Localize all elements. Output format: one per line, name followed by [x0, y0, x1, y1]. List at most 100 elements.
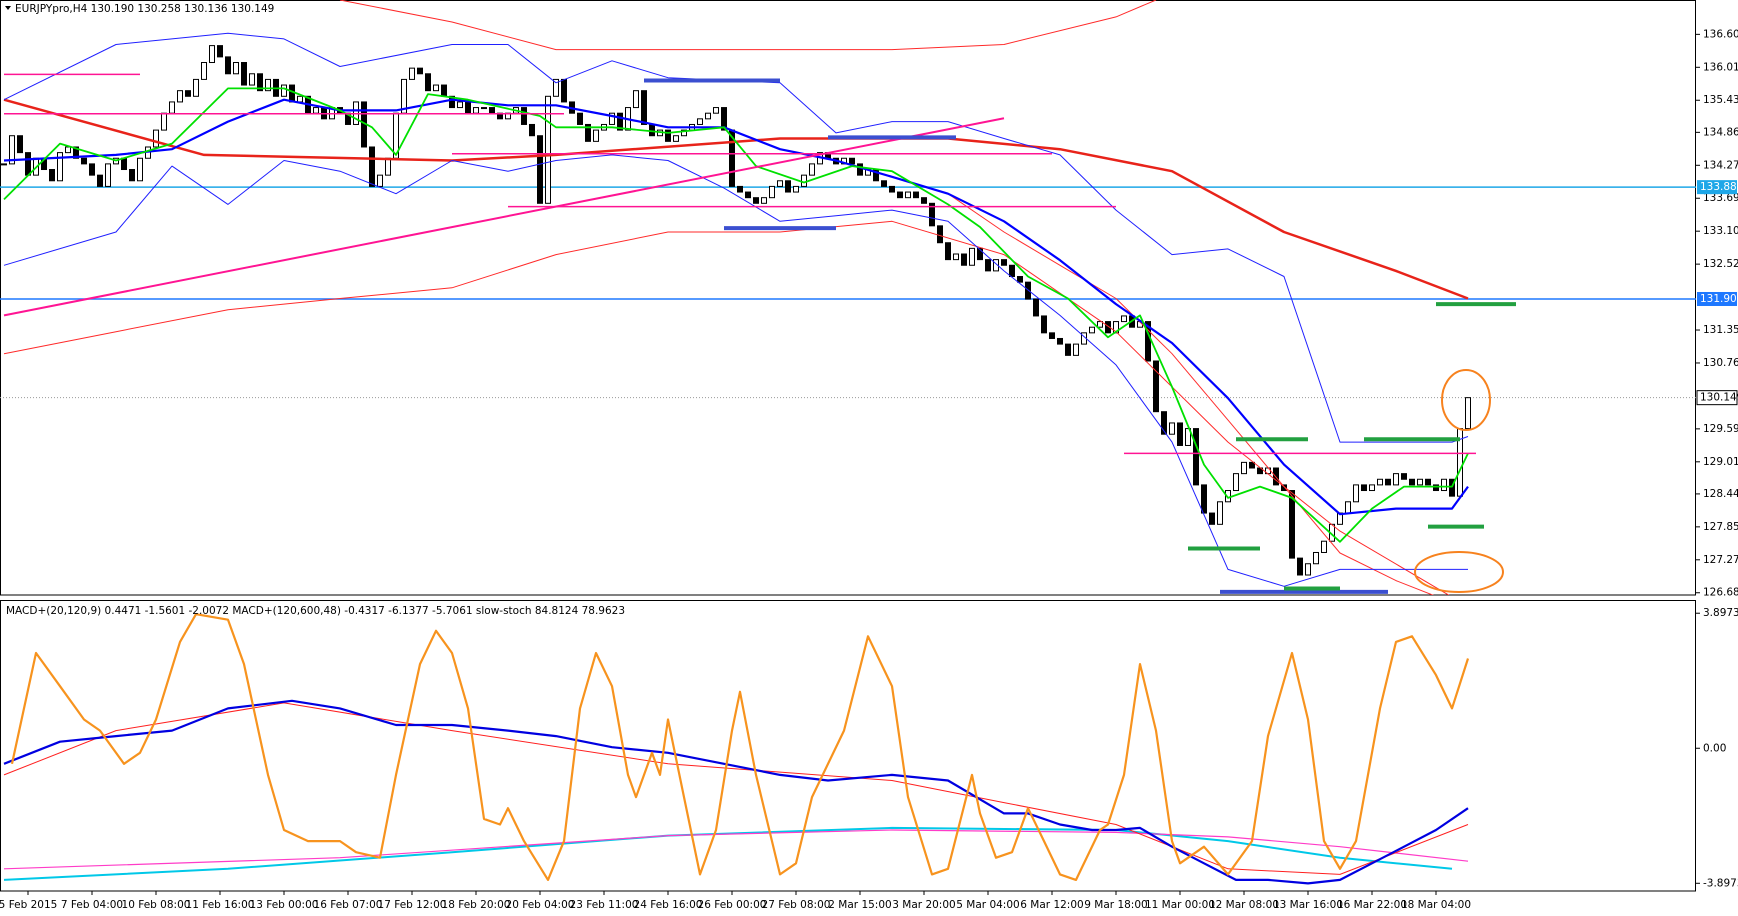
- candle: [1249, 461, 1255, 469]
- candle: [705, 112, 711, 120]
- x-tick-label: 18 Feb 20:00: [442, 899, 511, 911]
- candle: [369, 146, 375, 187]
- candle: [1313, 551, 1319, 565]
- candle: [9, 135, 15, 165]
- candle: [1041, 315, 1047, 334]
- y-tick-label: 133.690: [1703, 192, 1738, 204]
- candle: [1001, 259, 1007, 266]
- x-tick-label: 16 Mar 22:00: [1337, 899, 1407, 911]
- candle: [1449, 478, 1455, 497]
- level-label: 131.901: [1700, 293, 1738, 305]
- level-label-box: [1697, 180, 1737, 195]
- x-tick-label: 11 Mar 00:00: [1145, 899, 1215, 911]
- candle: [1217, 501, 1223, 525]
- candle: [281, 84, 287, 97]
- x-tick-label: 10 Feb 08:00: [122, 899, 191, 911]
- candle: [129, 169, 135, 182]
- x-tick-label: 5 Mar 04:00: [956, 899, 1019, 911]
- candle: [1201, 484, 1207, 514]
- candle: [1305, 563, 1311, 576]
- indicator-line: [3, 98, 1469, 516]
- candle: [673, 135, 679, 142]
- candle: [1385, 478, 1391, 486]
- candle: [849, 157, 855, 165]
- indicator-line: [3, 32, 1469, 443]
- candle: [905, 191, 911, 199]
- candle: [1161, 411, 1167, 435]
- candle: [489, 107, 495, 114]
- candle: [649, 123, 655, 137]
- y-tick-label: 129.595: [1703, 423, 1738, 435]
- candle: [89, 163, 95, 176]
- x-tick-label: 2 Mar 15:00: [828, 899, 891, 911]
- candle: [937, 225, 943, 244]
- candle: [561, 78, 567, 103]
- candle: [441, 84, 447, 97]
- candle: [1089, 326, 1095, 334]
- candle: [1241, 461, 1247, 475]
- indicator-line: [3, 87, 1469, 543]
- candle: [961, 253, 967, 266]
- main-plot: [0, 0, 1696, 595]
- x-tick-label: 18 Mar 04:00: [1401, 899, 1471, 911]
- candle: [993, 259, 999, 272]
- candle: [713, 107, 719, 114]
- candle: [609, 112, 615, 125]
- x-tick-label: 23 Feb 11:00: [570, 899, 639, 911]
- indicator-line: [10, 613, 1470, 881]
- candle: [1057, 337, 1063, 345]
- candle: [1361, 484, 1367, 492]
- candle: [545, 95, 551, 204]
- y-tick-label: 132.520: [1703, 258, 1738, 270]
- candle: [737, 185, 743, 193]
- indicator-line: [947, 193, 1435, 595]
- candle: [1297, 557, 1303, 576]
- y-tick-label: 136.015: [1703, 61, 1738, 73]
- candle: [617, 112, 623, 131]
- candle: [1441, 478, 1447, 492]
- candle: [1425, 478, 1431, 486]
- highlight-ellipse: [1414, 551, 1504, 593]
- candle: [1401, 473, 1407, 480]
- level-label-box: [1697, 291, 1737, 306]
- candle: [97, 174, 103, 187]
- candle: [233, 62, 239, 75]
- x-tick-label: 16 Feb 07:00: [314, 899, 383, 911]
- candle: [449, 95, 455, 109]
- x-tick-label: 17 Feb 12:00: [378, 899, 447, 911]
- y-tick-label: 136.600: [1703, 28, 1738, 40]
- candle: [537, 135, 543, 204]
- candle: [1281, 484, 1287, 492]
- indicator-line: [3, 702, 1469, 875]
- candle: [897, 191, 903, 199]
- candle: [809, 163, 815, 176]
- candle: [1185, 428, 1191, 446]
- candle: [985, 259, 991, 272]
- indicator-line: [339, 0, 1157, 51]
- candle: [761, 197, 767, 204]
- candle: [161, 112, 167, 131]
- candle: [465, 101, 471, 114]
- candle: [193, 78, 199, 97]
- bid-label-box: [1696, 390, 1738, 406]
- candle: [25, 152, 31, 176]
- x-tick-label: 7 Feb 04:00: [61, 899, 123, 911]
- x-tick-label: 27 Feb 08:00: [762, 899, 831, 911]
- candle: [153, 129, 159, 148]
- candle: [425, 73, 431, 92]
- candle: [1409, 478, 1415, 486]
- y-tick-label: 135.430: [1703, 94, 1738, 106]
- bid-label: 130.149: [1700, 392, 1738, 404]
- candle: [1353, 484, 1359, 503]
- candle: [889, 185, 895, 193]
- candle: [481, 107, 487, 110]
- y-tick-label: 130.765: [1703, 357, 1738, 369]
- candle: [121, 157, 127, 171]
- main-panel-frame: [0, 0, 1696, 596]
- candle: [1393, 473, 1399, 486]
- candle: [81, 157, 87, 165]
- candle: [913, 191, 919, 199]
- candle: [177, 90, 183, 103]
